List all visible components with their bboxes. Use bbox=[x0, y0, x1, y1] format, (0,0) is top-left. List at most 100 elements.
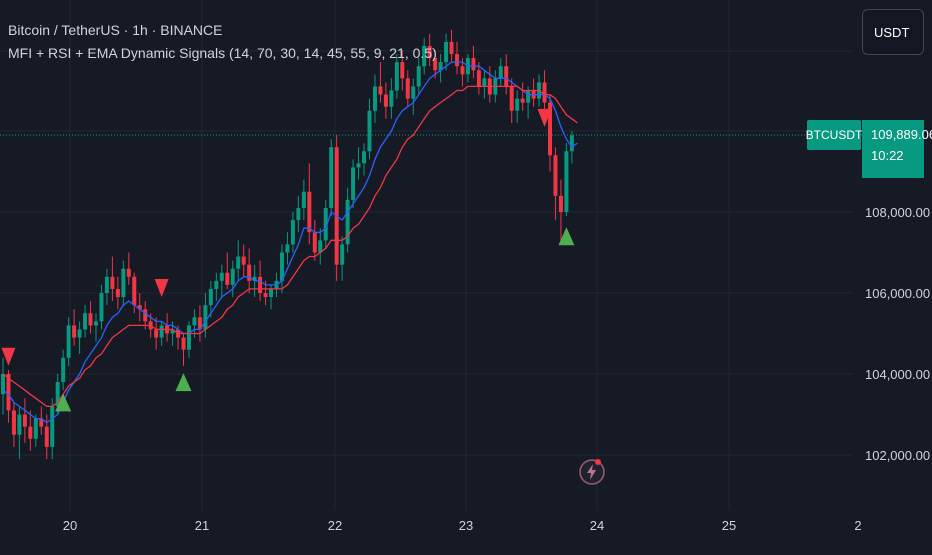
candle bbox=[17, 406, 22, 460]
candle-body bbox=[476, 70, 481, 87]
candle bbox=[1, 357, 5, 415]
candle bbox=[318, 228, 323, 265]
candle bbox=[126, 252, 131, 285]
candle bbox=[11, 402, 16, 447]
lightning-icon[interactable] bbox=[577, 457, 607, 487]
candle-body bbox=[203, 305, 208, 330]
candle bbox=[121, 260, 126, 306]
candle bbox=[389, 78, 394, 119]
candle-body bbox=[290, 220, 295, 245]
candle bbox=[33, 414, 38, 447]
candle-body bbox=[236, 256, 241, 269]
candle bbox=[285, 232, 290, 265]
candle-body bbox=[143, 309, 148, 322]
candle bbox=[115, 276, 120, 310]
candle-body bbox=[307, 191, 312, 233]
price-axis[interactable]: 102,000.00 104,000.00 106,000.00 108,000… bbox=[865, 205, 930, 463]
x-tick-label: 22 bbox=[328, 518, 342, 533]
candle bbox=[427, 33, 432, 67]
candle bbox=[159, 321, 164, 346]
candle-body bbox=[553, 155, 558, 196]
candle-body bbox=[296, 207, 301, 221]
candle bbox=[50, 398, 55, 460]
symbol-title[interactable]: Bitcoin / TetherUS · 1h · BINANCE bbox=[8, 22, 223, 38]
candle bbox=[378, 62, 383, 103]
buy-signal bbox=[558, 227, 575, 246]
candle bbox=[345, 187, 350, 253]
candle bbox=[225, 252, 230, 289]
candle-body bbox=[126, 268, 131, 277]
candle-body bbox=[11, 410, 16, 435]
candle bbox=[230, 260, 235, 298]
candle-body bbox=[83, 313, 88, 330]
candle-body bbox=[329, 147, 334, 208]
candle bbox=[247, 248, 252, 293]
candle-body bbox=[50, 406, 55, 447]
signal-markers bbox=[1, 108, 575, 412]
x-tick-label: 20 bbox=[63, 518, 77, 533]
candle bbox=[400, 50, 405, 91]
candle bbox=[312, 220, 317, 261]
candle-body bbox=[416, 66, 421, 87]
candle bbox=[93, 313, 98, 342]
candle bbox=[61, 349, 66, 391]
candle-body bbox=[77, 329, 82, 338]
candle bbox=[208, 280, 213, 318]
candle-body bbox=[449, 41, 454, 55]
candle-body bbox=[88, 313, 93, 326]
candles bbox=[1, 29, 574, 460]
time-axis[interactable]: 20 21 22 23 24 25 2 bbox=[63, 518, 862, 533]
candle-body bbox=[104, 276, 109, 293]
candle bbox=[372, 74, 377, 123]
candle-body bbox=[460, 66, 465, 75]
candle-body bbox=[44, 426, 49, 447]
candle-body bbox=[247, 264, 252, 281]
candle bbox=[66, 317, 71, 366]
candle-body bbox=[121, 268, 126, 298]
candle-body bbox=[159, 325, 164, 338]
sell-signal bbox=[154, 278, 169, 297]
candle-body bbox=[427, 45, 432, 59]
candle-body bbox=[520, 98, 525, 103]
buy-signal bbox=[55, 393, 72, 412]
candle bbox=[455, 41, 460, 75]
candle-body bbox=[33, 418, 38, 439]
candle bbox=[449, 29, 454, 63]
candle bbox=[186, 321, 191, 358]
candle bbox=[444, 33, 449, 71]
y-tick-label: 104,000.00 bbox=[865, 367, 930, 382]
candle bbox=[542, 70, 547, 111]
candle-body bbox=[132, 276, 137, 306]
last-price-tag: 109,889.06 10:22 bbox=[862, 120, 932, 178]
x-tick-label: 25 bbox=[722, 518, 736, 533]
candle-body bbox=[225, 272, 230, 285]
candle bbox=[548, 94, 552, 172]
candle bbox=[531, 78, 536, 107]
candle-body bbox=[504, 66, 509, 87]
candle-body bbox=[28, 426, 33, 439]
candle bbox=[104, 268, 109, 306]
candle-body bbox=[258, 276, 263, 293]
y-tick-label: 106,000.00 bbox=[865, 286, 930, 301]
y-tick-label: 102,000.00 bbox=[865, 448, 930, 463]
candle bbox=[367, 98, 372, 160]
candle bbox=[509, 78, 514, 123]
candle bbox=[564, 143, 569, 217]
candle bbox=[241, 244, 246, 277]
indicator-title[interactable]: MFI + RSI + EMA Dynamic Signals (14, 70,… bbox=[8, 45, 437, 61]
candle-body bbox=[312, 232, 317, 253]
candle-body bbox=[334, 147, 339, 265]
candle bbox=[411, 78, 416, 115]
candle-body bbox=[208, 288, 213, 306]
chart-legend: Bitcoin / TetherUS · 1h · BINANCE MFI + … bbox=[8, 20, 437, 63]
currency-button[interactable]: USDT bbox=[862, 9, 924, 55]
candle bbox=[88, 301, 93, 334]
candle bbox=[192, 309, 197, 338]
candle-body bbox=[279, 252, 284, 281]
candle-body bbox=[356, 163, 361, 168]
candle bbox=[515, 90, 520, 123]
x-tick-label: 24 bbox=[590, 518, 604, 533]
candle-body bbox=[515, 98, 520, 111]
